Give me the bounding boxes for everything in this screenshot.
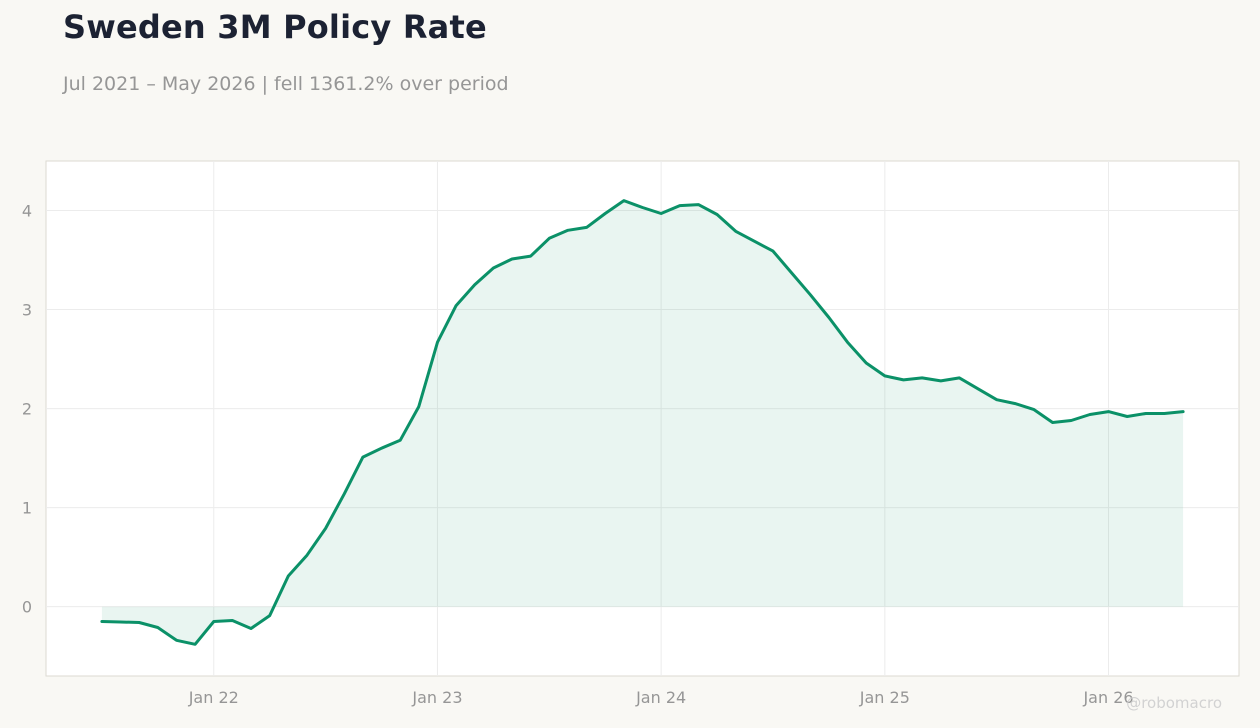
y-tick-label: 1 bbox=[22, 499, 32, 518]
x-tick-label: Jan 23 bbox=[411, 688, 462, 707]
chart-subtitle: Jul 2021 – May 2026 | fell 1361.2% over … bbox=[63, 73, 509, 95]
area-fill bbox=[101, 200, 1184, 645]
y-tick-label: 4 bbox=[22, 202, 32, 221]
x-tick-label: Jan 24 bbox=[635, 688, 686, 707]
chart-title: Sweden 3M Policy Rate bbox=[63, 8, 487, 46]
watermark: @robomacro bbox=[1126, 694, 1222, 712]
x-tick-label: Jan 25 bbox=[859, 688, 910, 707]
x-tick-label: Jan 22 bbox=[188, 688, 239, 707]
plot-area bbox=[45, 160, 1240, 677]
series-line bbox=[100, 199, 1185, 646]
y-tick-label: 0 bbox=[22, 598, 32, 617]
y-tick-label: 3 bbox=[22, 301, 32, 320]
x-tick-label: Jan 26 bbox=[1082, 688, 1133, 707]
y-tick-label: 2 bbox=[22, 400, 32, 419]
